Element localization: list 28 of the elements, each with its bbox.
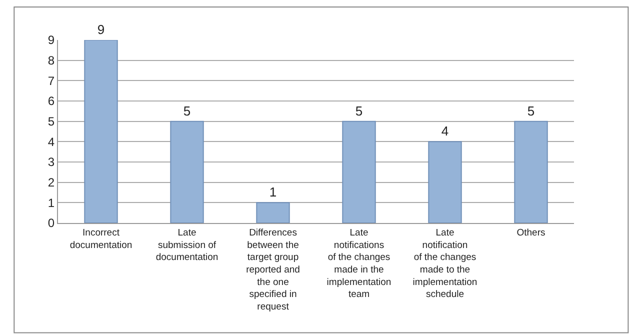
- x-tick-label: Incorrect documentation: [70, 227, 132, 251]
- x-tick-label: Late notification of the changes made to the implementation schedule: [412, 227, 478, 300]
- data-label: 5: [527, 103, 535, 118]
- x-tick-label: Differences between the target group reported and the one specified in request: [246, 227, 300, 312]
- bar: [514, 120, 548, 223]
- bar: [256, 202, 290, 223]
- y-tick-label: 7: [48, 74, 55, 88]
- bar: [170, 120, 204, 223]
- y-tick-label: 9: [48, 33, 55, 48]
- bar: [84, 40, 118, 223]
- y-tick-label: 2: [48, 176, 55, 190]
- y-tick-label: 0: [48, 216, 55, 230]
- data-label: 5: [355, 103, 363, 118]
- y-tick-label: 6: [48, 94, 55, 108]
- x-tick-label: Late notifications of the changes made in the implementation team: [326, 227, 392, 300]
- y-tick-label: 3: [48, 155, 55, 170]
- y-tick-label: 1: [48, 196, 55, 210]
- x-tick-label: Late submission of documentation: [156, 227, 218, 264]
- y-tick-label: 4: [48, 134, 55, 149]
- bar: [428, 141, 462, 223]
- data-label: 5: [183, 103, 191, 118]
- x-tick-label: Others: [516, 227, 546, 238]
- y-tick-label: 8: [48, 54, 55, 68]
- data-label: 4: [441, 124, 449, 139]
- data-label: 1: [269, 184, 277, 200]
- bar: [342, 120, 376, 223]
- y-tick-label: 5: [48, 114, 55, 129]
- data-label: 9: [97, 22, 105, 37]
